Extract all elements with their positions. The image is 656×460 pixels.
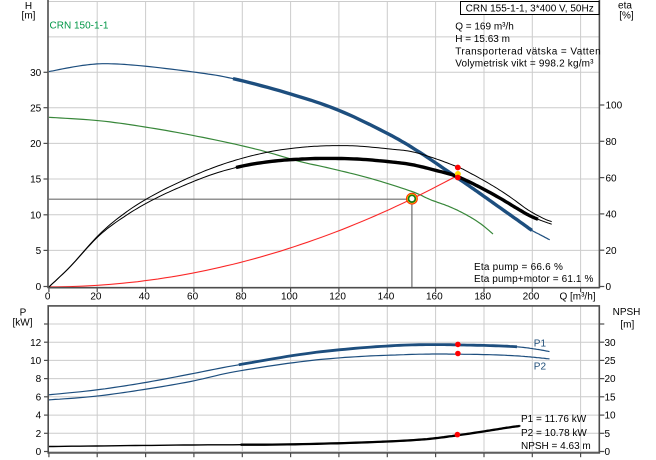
svg-text:0: 0: [606, 282, 612, 293]
svg-text:10: 10: [30, 356, 42, 367]
svg-text:P2: P2: [534, 362, 547, 373]
svg-text:100: 100: [606, 101, 623, 112]
svg-text:Eta pump = 66.6 %: Eta pump = 66.6 %: [474, 262, 563, 273]
svg-text:25: 25: [605, 356, 617, 367]
svg-text:30: 30: [605, 338, 617, 349]
svg-text:eta: eta: [618, 1, 632, 12]
svg-text:P1 = 11.76 kW: P1 = 11.76 kW: [521, 414, 587, 425]
svg-text:Eta pump+motor = 61.1 %: Eta pump+motor = 61.1 %: [474, 274, 594, 285]
svg-text:2: 2: [36, 429, 42, 440]
svg-text:Transporterad vätska = Vatten: Transporterad vätska = Vatten: [455, 46, 601, 57]
svg-text:20: 20: [30, 139, 42, 150]
svg-text:[%]: [%]: [619, 11, 634, 22]
svg-text:20: 20: [605, 374, 617, 385]
svg-text:0: 0: [36, 282, 42, 293]
svg-text:6: 6: [36, 392, 42, 403]
svg-text:180: 180: [474, 292, 491, 303]
svg-text:140: 140: [378, 292, 395, 303]
svg-text:40: 40: [606, 210, 618, 221]
svg-text:0: 0: [605, 447, 611, 458]
svg-text:P1: P1: [534, 338, 547, 349]
svg-text:160: 160: [426, 292, 443, 303]
svg-text:Q [m³/h]: Q [m³/h]: [559, 292, 595, 303]
svg-text:[kW]: [kW]: [13, 317, 33, 328]
svg-text:H: H: [25, 1, 32, 12]
svg-text:40: 40: [139, 292, 151, 303]
svg-text:5: 5: [36, 246, 42, 257]
svg-text:120: 120: [329, 292, 346, 303]
svg-text:P: P: [20, 308, 27, 319]
svg-text:Q = 169 m³/h: Q = 169 m³/h: [455, 21, 514, 32]
svg-text:H = 15.63 m: H = 15.63 m: [455, 34, 510, 45]
svg-text:[m]: [m]: [620, 319, 634, 330]
svg-text:0: 0: [45, 292, 51, 303]
svg-text:80: 80: [235, 292, 247, 303]
svg-text:20: 20: [606, 246, 618, 257]
svg-text:CRN 155-1-1, 3*400 V, 50Hz: CRN 155-1-1, 3*400 V, 50Hz: [466, 4, 594, 15]
svg-text:5: 5: [605, 429, 611, 440]
svg-text:8: 8: [36, 374, 42, 385]
svg-text:20: 20: [90, 292, 102, 303]
svg-text:25: 25: [30, 103, 42, 114]
svg-text:P2 = 10.78 kW: P2 = 10.78 kW: [521, 428, 587, 439]
svg-text:NPSH = 4.63 m: NPSH = 4.63 m: [521, 441, 591, 452]
svg-text:Volymetrisk vikt = 998.2 kg/m³: Volymetrisk vikt = 998.2 kg/m³: [455, 58, 594, 69]
svg-text:CRN 150-1-1: CRN 150-1-1: [50, 21, 109, 32]
svg-text:200: 200: [523, 292, 540, 303]
svg-text:100: 100: [281, 292, 298, 303]
svg-text:15: 15: [605, 392, 617, 403]
svg-text:10: 10: [605, 411, 617, 422]
svg-text:4: 4: [36, 411, 42, 422]
svg-text:60: 60: [606, 173, 618, 184]
svg-text:10: 10: [30, 210, 42, 221]
svg-text:NPSH: NPSH: [613, 307, 641, 318]
svg-text:15: 15: [30, 175, 42, 186]
svg-text:[m]: [m]: [22, 11, 36, 22]
svg-text:80: 80: [606, 137, 618, 148]
svg-text:0: 0: [36, 447, 42, 458]
svg-text:30: 30: [30, 68, 42, 79]
svg-text:12: 12: [30, 338, 42, 349]
svg-text:60: 60: [187, 292, 199, 303]
